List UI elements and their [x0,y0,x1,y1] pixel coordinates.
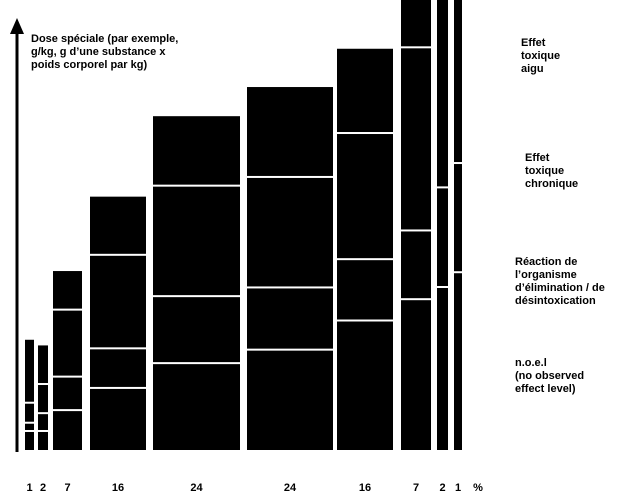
legend-elimination: Réaction de l’organisme d’élimination / … [515,256,605,307]
x-tick-label-8: 7 [412,482,420,494]
bar-10-elimination-segment [454,164,462,272]
bar-3-n.o.e.l-segment [53,411,82,450]
bar-1-elimination-segment [25,423,34,430]
bar-7-n.o.e.l-segment [337,321,393,450]
bar-6-chronique-segment [247,177,333,287]
x-tick-label-9: 2 [439,482,446,494]
x-tick-label-2: 2 [39,482,47,494]
bar-3-aigu-segment [53,271,82,309]
bar-4-n.o.e.l-segment [90,388,146,450]
bar-9-n.o.e.l-segment [437,288,448,450]
bar-7-elimination-segment [337,260,393,320]
legend-acute: Effet toxique aigu [521,37,561,75]
bar-4-aigu-segment [90,196,146,254]
bars-group [25,0,462,450]
x-tick-label-6: 24 [283,482,297,494]
bar-10-chronique-segment [454,0,462,163]
legend-chronic: Effet toxique chronique [525,152,579,190]
bar-3-chronique-segment [53,310,82,376]
x-tick-label-3: 7 [64,482,71,494]
bar-2-n.o.e.l-segment [38,431,48,450]
x-tick-label-1: 1 [26,482,33,494]
bar-4-chronique-segment [90,255,146,348]
bar-9-chronique-segment [437,0,448,187]
bar-5-elimination-segment [153,297,240,363]
bar-3-elimination-segment [53,377,82,410]
bar-5-n.o.e.l-segment [153,364,240,450]
bar-8-aigu-segment [401,0,431,47]
bar-7-aigu-segment [337,48,393,133]
bar-1-aigu-segment [25,339,34,402]
bar-6-aigu-segment [247,87,333,176]
bar-8-chronique-segment [401,48,431,230]
x-tick-label-10: 1 [454,482,462,494]
bar-6-n.o.e.l-segment [247,350,333,450]
bar-7-chronique-segment [337,134,393,259]
bar-2-aigu-segment [38,345,48,384]
bar-8-n.o.e.l-segment [401,300,431,450]
y-axis-label: Dose spéciale (par exemple, g/kg, g d’un… [31,33,179,71]
x-tick-label-5: 24 [190,482,203,494]
bar-10-n.o.e.l-segment [454,273,462,450]
bar-4-elimination-segment [90,349,146,387]
bar-9-elimination-segment [437,188,448,287]
bar-5-aigu-segment [153,116,240,185]
y-axis-arrow [10,18,24,34]
bar-8-elimination-segment [401,231,431,299]
bar-5-chronique-segment [153,186,240,296]
bar-1-chronique-segment [25,403,34,422]
x-unit-label: % [473,482,483,494]
bar-2-elimination-segment [38,414,48,430]
x-tick-label-4: 16 [111,482,125,494]
legend-noel: n.o.e.l (no observed effect level) [515,357,585,395]
x-tick-label-7: 16 [358,482,372,494]
bar-1-n.o.e.l-segment [25,431,34,450]
bar-6-elimination-segment [247,288,333,349]
bar-2-chronique-segment [38,385,48,413]
